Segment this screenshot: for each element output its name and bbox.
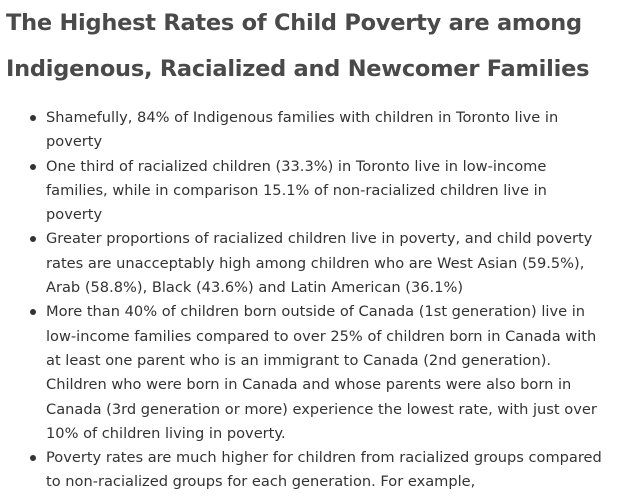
bullet-item: Shamefully, 84% of Indigenous families w… xyxy=(30,106,612,155)
bullet-item: Greater proportions of racialized childr… xyxy=(30,227,612,300)
bullet-item: More than 40% of children born outside o… xyxy=(30,300,612,446)
bullet-item: One third of racialized children (33.3%)… xyxy=(30,155,612,228)
section-heading: The Highest Rates of Child Poverty are a… xyxy=(6,10,590,82)
bullet-list: Shamefully, 84% of Indigenous families w… xyxy=(0,106,612,495)
bullet-item: Poverty rates are much higher for childr… xyxy=(30,446,612,495)
